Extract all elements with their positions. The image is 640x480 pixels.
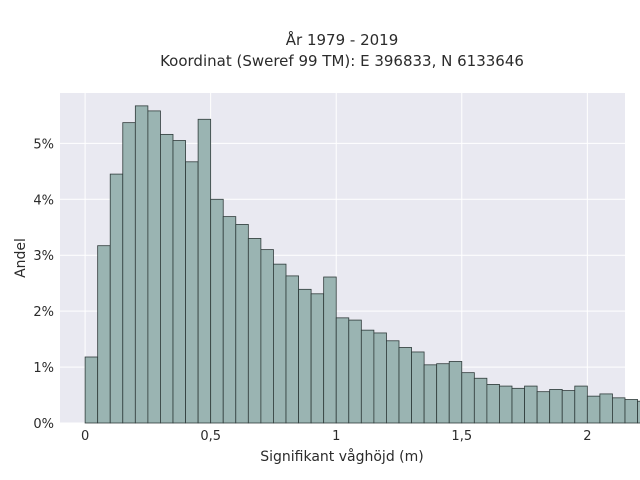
- histogram-bar: [436, 363, 450, 424]
- histogram-bar: [147, 110, 161, 424]
- x-tick-label: 2: [583, 429, 591, 444]
- histogram-bar: [235, 224, 249, 424]
- y-tick-label: 1%: [33, 361, 54, 376]
- y-tick-label: 3%: [33, 249, 54, 264]
- histogram-bar: [561, 390, 576, 424]
- y-tick-label: 4%: [33, 193, 54, 208]
- histogram-bar: [624, 399, 638, 424]
- histogram-bar: [536, 391, 551, 424]
- x-axis-label: Signifikant våghöjd (m): [260, 448, 423, 465]
- histogram-bar: [285, 275, 299, 424]
- chart-title: År 1979 - 2019: [286, 30, 399, 49]
- histogram-bar: [185, 161, 199, 424]
- histogram-bar: [273, 263, 287, 424]
- histogram-bar: [586, 395, 601, 424]
- x-tick-labels: 0 0,5 1 1,5 2: [81, 429, 592, 444]
- histogram-bar: [84, 356, 99, 424]
- y-tick-labels: 0% 1% 2% 3% 4% 5%: [33, 137, 54, 432]
- histogram-bar: [298, 288, 312, 424]
- histogram-bar: [335, 317, 350, 424]
- histogram-bar: [348, 319, 362, 424]
- histogram-bar: [398, 347, 412, 424]
- histogram-bar: [574, 385, 588, 424]
- histogram-bar: [172, 140, 186, 424]
- histogram-bar: [310, 293, 325, 424]
- x-tick-label: 1,5: [451, 429, 472, 444]
- histogram-bar: [109, 173, 124, 424]
- chart-subtitle: Koordinat (Sweref 99 TM): E 396833, N 61…: [160, 52, 524, 70]
- histogram-bar: [373, 332, 387, 424]
- histogram-bar: [122, 122, 136, 424]
- y-tick-label: 2%: [33, 305, 54, 320]
- y-axis-label: Andel: [13, 238, 29, 278]
- histogram-bar: [197, 118, 212, 424]
- histogram-bar: [473, 377, 488, 424]
- histogram-bar: [210, 198, 224, 424]
- x-tick-label: 1: [332, 429, 340, 444]
- histogram-bar: [637, 400, 640, 424]
- histogram-bar: [499, 385, 513, 424]
- histogram-bar: [247, 238, 262, 424]
- bars-group: [84, 105, 640, 424]
- histogram-bar: [461, 372, 475, 424]
- histogram-bar: [222, 216, 237, 424]
- x-tick-label: 0: [81, 429, 89, 444]
- histogram-bar: [386, 340, 400, 424]
- histogram-bar: [423, 364, 438, 424]
- histogram-bar: [134, 105, 149, 424]
- histogram-bar: [260, 249, 274, 424]
- histogram-bar: [411, 351, 425, 424]
- x-tick-label: 0,5: [200, 429, 221, 444]
- y-tick-label: 0%: [33, 417, 54, 432]
- y-tick-label: 5%: [33, 137, 54, 152]
- histogram-bar: [486, 384, 500, 424]
- histogram-bar: [323, 276, 337, 424]
- histogram-bar: [360, 329, 375, 424]
- histogram-bar: [511, 387, 525, 424]
- histogram-bar: [549, 389, 563, 424]
- histogram-bar: [612, 397, 626, 424]
- histogram-bar: [599, 393, 613, 424]
- histogram-bar: [524, 385, 538, 424]
- histogram-bar: [448, 361, 463, 424]
- histogram-bar: [160, 133, 174, 424]
- histogram-bar: [97, 245, 111, 424]
